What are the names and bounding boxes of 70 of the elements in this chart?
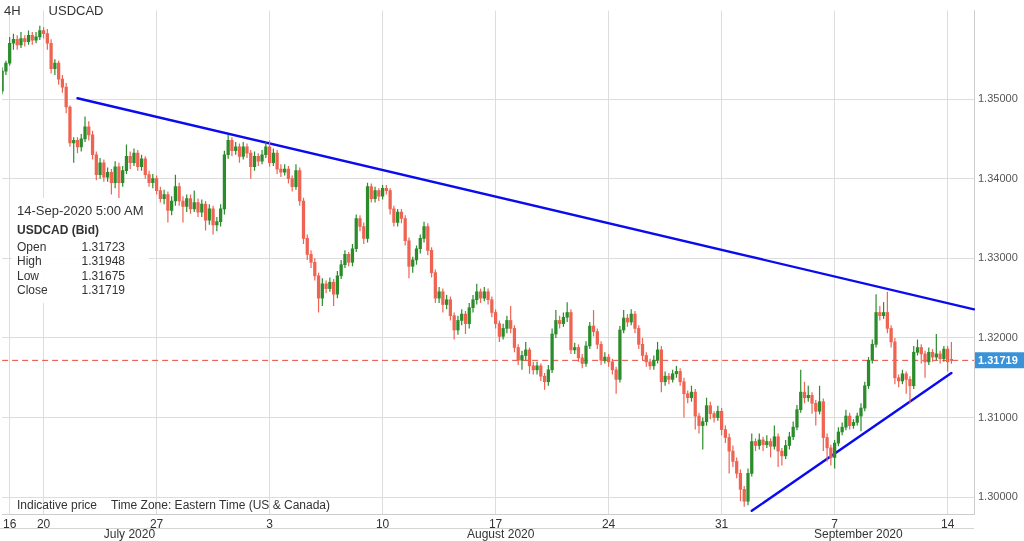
y-tick-label: 1.30000 bbox=[978, 490, 1018, 503]
candlestick bbox=[113, 160, 117, 189]
candlestick bbox=[328, 276, 332, 293]
candlestick bbox=[776, 432, 780, 468]
x-tick-label: 3 bbox=[266, 516, 274, 531]
candlestick bbox=[817, 385, 822, 416]
annotation: 1.31675 bbox=[81, 268, 125, 283]
x-tick-label: 20 bbox=[36, 516, 51, 531]
candlestick bbox=[72, 136, 76, 164]
annotation: 1.31719 bbox=[81, 283, 125, 298]
candlestick bbox=[833, 439, 837, 470]
candlestick bbox=[102, 158, 106, 183]
candlestick bbox=[663, 370, 667, 387]
annotation: 1.31948 bbox=[81, 254, 125, 269]
ref-line-label: 1.31719 bbox=[978, 353, 1018, 366]
candlestick bbox=[949, 341, 954, 365]
annotation: Open bbox=[17, 239, 47, 254]
candlestick bbox=[614, 366, 618, 395]
y-tick-label: 1.33000 bbox=[978, 251, 1018, 264]
chart-title: USDCAD bbox=[48, 3, 104, 18]
candlestick bbox=[667, 372, 671, 385]
x-tick-label: 14 bbox=[940, 516, 955, 531]
y-tick-label: 1.34000 bbox=[978, 171, 1018, 184]
y-tick-label: 1.31000 bbox=[978, 410, 1018, 423]
annotation: High bbox=[17, 254, 42, 269]
chart-subtitle: 4H bbox=[4, 3, 21, 18]
candlestick bbox=[437, 286, 441, 304]
candlestick bbox=[230, 136, 234, 157]
candlestick bbox=[772, 424, 776, 451]
candlestick bbox=[173, 174, 178, 207]
candlestick bbox=[908, 375, 912, 404]
annotation: USDCAD (Bid) bbox=[17, 223, 100, 238]
candlestick bbox=[136, 149, 140, 172]
candlestick bbox=[117, 162, 121, 200]
y-tick-label: 1.32000 bbox=[978, 331, 1018, 343]
candlestick bbox=[98, 157, 102, 180]
candlestick bbox=[844, 409, 848, 431]
candlestick bbox=[166, 190, 170, 224]
annotation: Indicative price bbox=[17, 498, 98, 512]
annotation: Low bbox=[17, 268, 40, 283]
annotation: Time Zone: Eastern Time (US & Canada) bbox=[111, 498, 331, 512]
candlestick bbox=[19, 31, 23, 49]
candlestick bbox=[938, 350, 942, 365]
candlestick bbox=[170, 195, 174, 216]
annotation: Close bbox=[17, 283, 48, 298]
candlestick bbox=[211, 205, 215, 236]
candlestick bbox=[441, 287, 445, 314]
text: July 2020 bbox=[103, 527, 156, 541]
candlestick bbox=[369, 182, 373, 204]
candlestick bbox=[294, 163, 298, 191]
candlestick bbox=[192, 190, 196, 213]
y-tick-label: 1.35000 bbox=[978, 92, 1018, 105]
candlestick bbox=[535, 361, 539, 376]
annotation: 1.31723 bbox=[81, 239, 125, 254]
candlestick bbox=[655, 341, 660, 365]
x-tick-label: 31 bbox=[714, 516, 729, 531]
candlestick bbox=[768, 437, 773, 459]
candlestick bbox=[162, 189, 166, 205]
candlestick bbox=[565, 301, 569, 323]
candlestick bbox=[275, 149, 279, 175]
candlestick bbox=[727, 432, 731, 474]
candlestick bbox=[761, 436, 765, 452]
annotation: 14-Sep-2020 5:00 AM bbox=[17, 202, 144, 220]
candlestick bbox=[320, 277, 324, 307]
x-tick-label: 10 bbox=[375, 516, 390, 531]
x-tick-label: 24 bbox=[601, 516, 616, 531]
candlestick bbox=[53, 58, 57, 76]
candlestick bbox=[784, 439, 788, 460]
candlestick bbox=[196, 197, 200, 218]
x-tick-label: 16 bbox=[2, 516, 17, 531]
